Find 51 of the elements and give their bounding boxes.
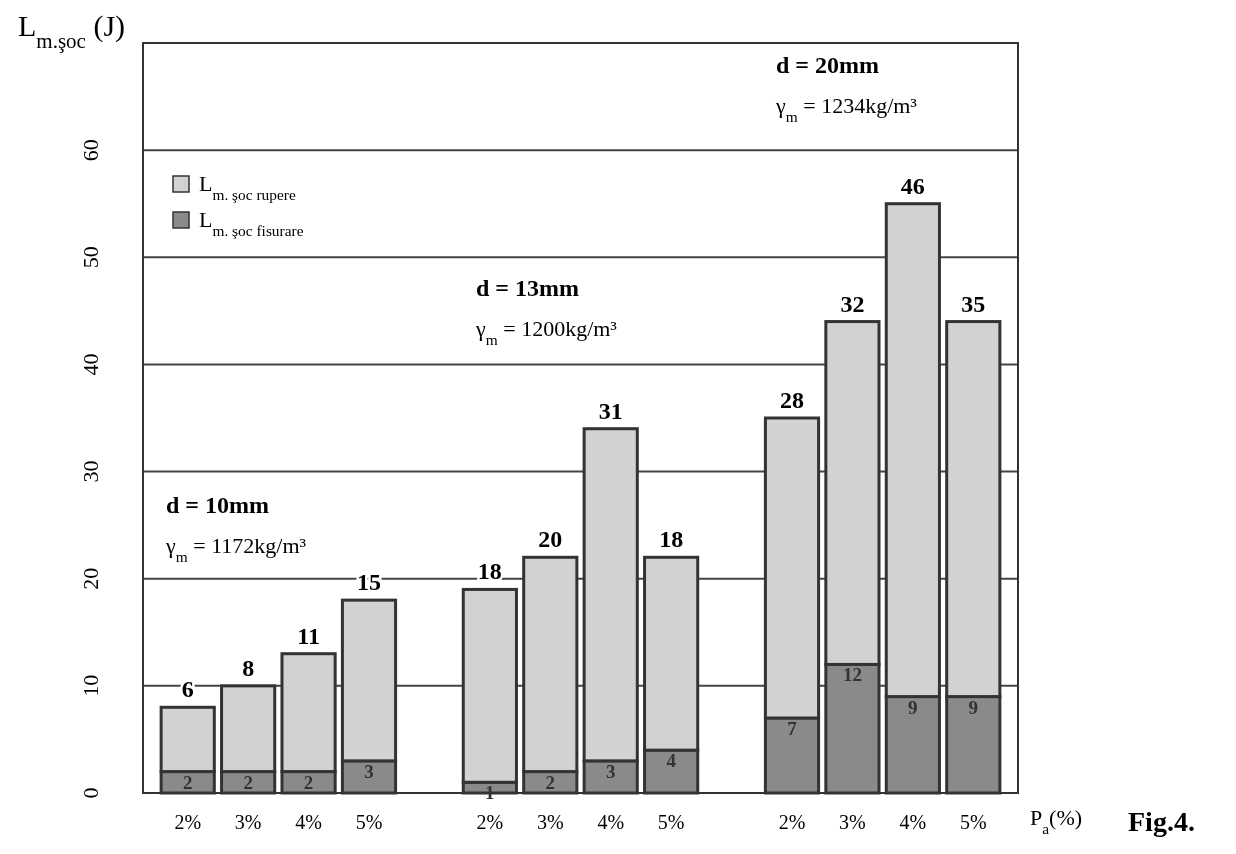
data-label: 2 [545, 771, 556, 793]
x-tick-label: 2% [476, 811, 504, 833]
annotation: d = 20mm [776, 52, 880, 78]
x-tick-label: 4% [597, 811, 625, 833]
x-tick-label: 5% [959, 811, 987, 833]
y-tick-label: 50 [78, 246, 103, 269]
annotation: γ$_{m}$ = 1234kg/m³ [775, 93, 918, 125]
y-axis-title: L$_{m.şoc}$ (J) [18, 9, 126, 53]
x-tick-label: 4% [899, 811, 927, 833]
x-tick-label: 3% [536, 811, 564, 833]
data-label: 28 [780, 387, 804, 413]
data-label: 9 [908, 696, 918, 718]
y-tick-label: 0 [78, 787, 103, 799]
caption: Fig.4. [1128, 806, 1195, 837]
data-label: 4 [666, 750, 677, 772]
x-tick-label: 2% [174, 811, 202, 833]
data-label: 32 [840, 290, 865, 317]
y-tick-label: 60 [78, 139, 103, 162]
annotation: d = 10mm [166, 492, 270, 518]
legend-label: L$_{m. şoc fisurare}$ [199, 207, 304, 239]
y-tick-label: 40 [78, 353, 103, 376]
annotation: γ$_{m}$ = 1200kg/m³ [475, 316, 618, 348]
x-tick-label: 5% [657, 811, 685, 833]
x-tick-label: 5% [355, 811, 383, 833]
legend-label: L$_{m. şoc rupere}$ [199, 171, 296, 203]
y-tick-label: 30 [78, 460, 103, 483]
data-label: 20 [538, 526, 563, 553]
data-label: 31 [598, 397, 623, 424]
annotation: d = 13mm [476, 275, 580, 301]
data-label: 11 [297, 622, 320, 649]
x-axis-title: P$_{a}$(%) [1030, 805, 1083, 837]
y-tick-label: 20 [78, 567, 103, 590]
data-label: 18 [659, 526, 684, 553]
annotation: γ$_{m}$ = 1172kg/m³ [165, 533, 307, 565]
data-label: 8 [242, 654, 255, 681]
data-label: 2 [243, 771, 253, 793]
data-label: 18 [477, 558, 502, 585]
data-label: 2 [303, 771, 314, 793]
x-tick-label: 3% [234, 811, 262, 833]
data-label: 46 [900, 172, 925, 199]
data-label: 7 [787, 718, 798, 739]
data-label: 35 [961, 290, 986, 317]
x-tick-label: 3% [839, 811, 866, 833]
data-label: 3 [605, 760, 616, 782]
data-label: 3 [364, 760, 374, 782]
data-label: 12 [842, 664, 862, 686]
y-tick-label: 10 [78, 674, 103, 697]
data-label: 2 [182, 771, 193, 793]
data-label: 9 [968, 696, 979, 718]
x-tick-label: 2% [778, 811, 806, 833]
x-tick-label: 4% [295, 811, 322, 833]
